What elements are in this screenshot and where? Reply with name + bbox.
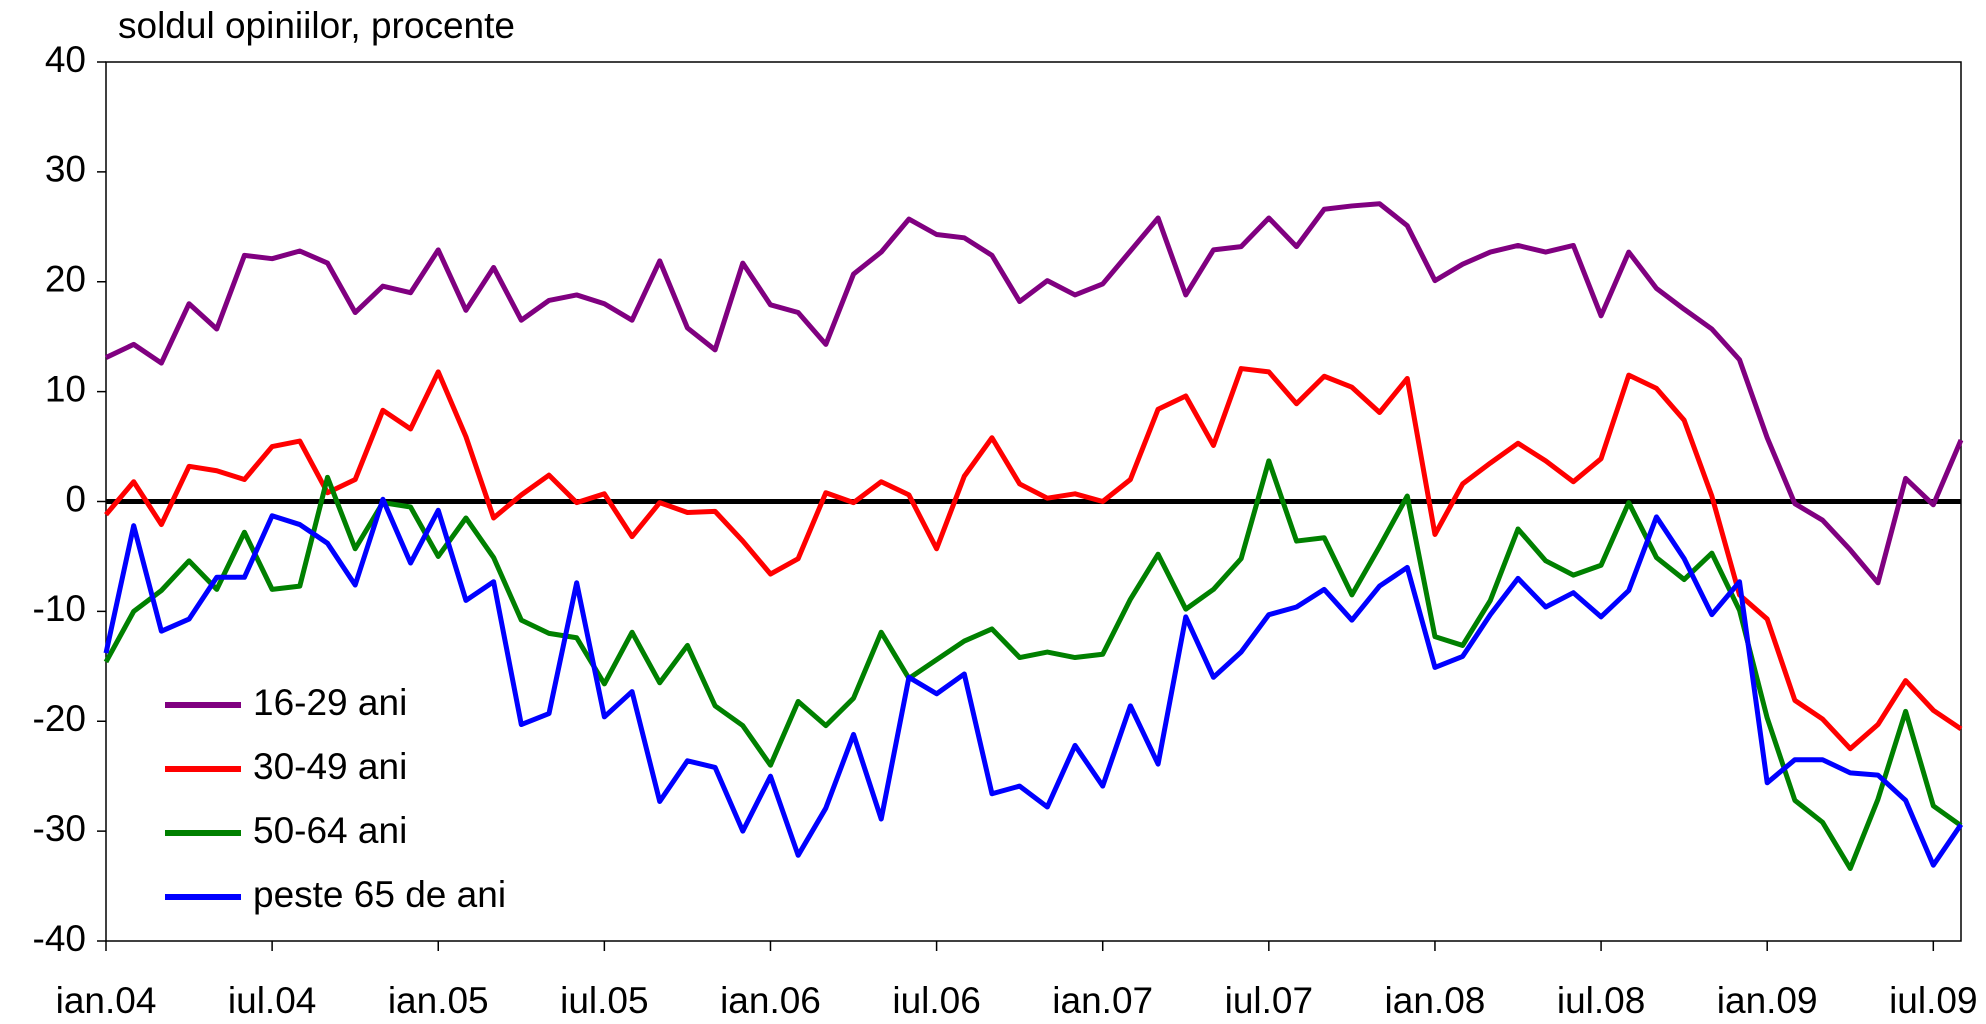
y-tick-label: 40 [45,39,86,80]
legend-label: peste 65 de ani [253,874,506,915]
chart-title: soldul opiniilor, procente [118,5,515,46]
y-tick-label: 20 [45,259,86,300]
x-tick-label: ian.07 [1052,980,1153,1021]
x-tick-label: iul.09 [1889,980,1977,1021]
y-tick-label: 30 [45,149,86,190]
x-tick-label: ian.09 [1717,980,1818,1021]
y-tick-label: -10 [33,588,86,629]
series-line [104,201,1964,586]
x-tick-label: ian.04 [56,980,157,1021]
legend-label: 16-29 ani [253,682,407,723]
x-tick-label: iul.08 [1557,980,1645,1021]
x-tick-label: ian.08 [1385,980,1486,1021]
y-tick-label: -20 [33,698,86,739]
legend-label: 50-64 ani [253,810,407,851]
x-tick-label: iul.04 [228,980,316,1021]
y-tick-label: 0 [65,478,86,519]
legend-label: 30-49 ani [253,746,407,787]
x-tick-label: iul.06 [892,980,980,1021]
x-tick-label: iul.05 [560,980,648,1021]
y-tick-label: -30 [33,808,86,849]
x-tick-label: iul.07 [1225,980,1313,1021]
y-tick-label: 10 [45,368,86,409]
y-tick-label: -40 [33,918,86,959]
series-line [103,458,1963,871]
x-tick-label: ian.05 [388,980,489,1021]
series-line [103,496,1964,868]
series-line [104,366,1963,752]
x-tick-label: ian.06 [720,980,821,1021]
